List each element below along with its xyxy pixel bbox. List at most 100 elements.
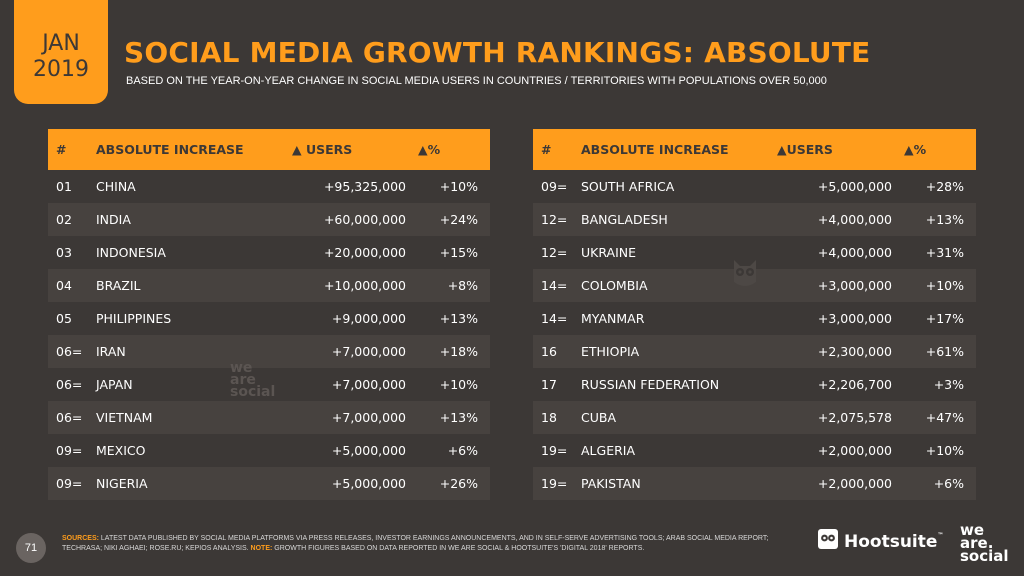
users-change-cell: +9,000,000 — [331, 311, 406, 326]
users-change-cell: +5,000,000 — [331, 443, 406, 458]
sources-text: LATEST DATA PUBLISHED BY SOCIAL MEDIA PL… — [62, 535, 769, 552]
date-month: JAN — [42, 31, 80, 56]
date-year: 2019 — [33, 57, 89, 82]
ranking-table-right: # ABSOLUTE INCREASE ▲USERS ▲% 09= SOUTH A… — [533, 129, 976, 500]
watermark-line: are — [230, 372, 256, 388]
table-row: 06= IRAN +7,000,000 +18% — [48, 335, 490, 368]
users-change-cell: +10,000,000 — [292, 269, 418, 302]
date-badge: JAN 2019 — [14, 0, 108, 104]
country-cell: CUBA — [581, 401, 777, 434]
table-header-row: # ABSOLUTE INCREASE ▲ USERS ▲% — [48, 129, 490, 170]
percent-change-cell: +10% — [439, 377, 478, 392]
percent-change-cell: +10% — [925, 443, 964, 458]
table-row: 05 PHILIPPINES +9,000,000 +13% — [48, 302, 490, 335]
country-cell: MEXICO — [96, 443, 146, 458]
rank-cell: 09= — [48, 467, 96, 500]
rank-cell: 04 — [48, 269, 96, 302]
rank-cell: 06= — [56, 377, 83, 392]
users-change-cell: +7,000,000 — [331, 377, 406, 392]
table-row: 17 RUSSIAN FEDERATION +2,206,700 +3% — [533, 368, 976, 401]
header-rank: # — [533, 129, 581, 170]
table-row: 19= ALGERIA +2,000,000 +10% — [533, 434, 976, 467]
note-text: GROWTH FIGURES BASED ON DATA REPORTED IN… — [274, 545, 645, 552]
rank-cell: 12= — [533, 203, 581, 236]
country-cell: NIGERIA — [96, 467, 292, 500]
percent-change-cell: +13% — [418, 401, 490, 434]
users-change-cell: +60,000,000 — [292, 203, 418, 236]
users-change-cell: +4,000,000 — [817, 245, 892, 260]
rank-cell: 03 — [56, 245, 72, 260]
country-cell: BRAZIL — [96, 269, 292, 302]
country-cell: ETHIOPIA — [581, 335, 777, 368]
table-row: 14= MYANMAR +3,000,000 +17% — [533, 302, 976, 335]
page-subtitle: BASED ON THE YEAR-ON-YEAR CHANGE IN SOCI… — [126, 75, 827, 87]
percent-change-cell: +10% — [439, 179, 478, 194]
country-cell: CHINA — [96, 179, 136, 194]
owl-icon — [817, 528, 839, 555]
users-change-cell: +2,075,578 — [777, 401, 904, 434]
percent-change-cell: +31% — [925, 245, 964, 260]
country-cell: INDONESIA — [96, 245, 166, 260]
header-rank: # — [48, 129, 96, 170]
logo-line: we — [960, 521, 985, 539]
country-cell: UKRAINE — [581, 245, 637, 260]
percent-change-cell: +18% — [418, 335, 490, 368]
hootsuite-wordmark: Hootsuite™ — [844, 531, 944, 552]
table-row: 04 BRAZIL +10,000,000 +8% — [48, 269, 490, 302]
rank-cell: 12= — [541, 245, 568, 260]
country-cell: PAKISTAN — [581, 467, 777, 500]
table-row: 09= SOUTH AFRICA +5,000,000 +28% — [533, 170, 976, 203]
table-row: 06= VIETNAM +7,000,000 +13% — [48, 401, 490, 434]
rank-cell: 09= — [56, 443, 83, 458]
header-country: ABSOLUTE INCREASE — [581, 129, 777, 170]
table-row: 09= NIGERIA +5,000,000 +26% — [48, 467, 490, 500]
percent-change-cell: +61% — [904, 335, 976, 368]
table-row: 06= JAPAN +7,000,000 +10% — [48, 368, 490, 401]
users-change-cell: +4,000,000 — [777, 203, 904, 236]
users-change-cell: +5,000,000 — [292, 467, 418, 500]
percent-change-cell: +13% — [904, 203, 976, 236]
table-row: 01 CHINA +95,325,000 +10% — [48, 170, 490, 203]
table-row: 12= UKRAINE +4,000,000 +31% — [533, 236, 976, 269]
country-cell: VIETNAM — [96, 401, 292, 434]
header-users: ▲USERS — [777, 129, 904, 170]
percent-change-cell: +26% — [418, 467, 490, 500]
rank-cell: 14= — [533, 269, 581, 302]
country-cell: BANGLADESH — [581, 203, 777, 236]
rank-cell: 19= — [541, 443, 568, 458]
logo-line: are. — [960, 534, 994, 552]
we-are-social-watermark: we are social — [230, 360, 276, 400]
owl-icon — [730, 258, 760, 295]
rank-cell: 16 — [533, 335, 581, 368]
country-cell: ALGERIA — [581, 443, 636, 458]
percent-change-cell: +6% — [904, 467, 976, 500]
note-label: NOTE: — [250, 545, 273, 552]
users-change-cell: +5,000,000 — [817, 179, 892, 194]
watermark-line: we — [230, 360, 253, 376]
country-cell: JAPAN — [96, 377, 133, 392]
country-cell: MYANMAR — [581, 311, 645, 326]
percent-change-cell: +47% — [904, 401, 976, 434]
table-row: 18 CUBA +2,075,578 +47% — [533, 401, 976, 434]
header-users: ▲ USERS — [292, 129, 418, 170]
we-are-social-logo: we are. social — [960, 521, 1009, 564]
rank-cell: 06= — [48, 401, 96, 434]
rank-cell: 18 — [533, 401, 581, 434]
percent-change-cell: +17% — [925, 311, 964, 326]
users-change-cell: +2,206,700 — [817, 377, 892, 392]
country-cell: IRAN — [96, 335, 292, 368]
watermark-line: social — [230, 384, 276, 400]
sources-label: SOURCES: — [62, 535, 99, 542]
header-percent: ▲% — [904, 129, 976, 170]
table-row: 03 INDONESIA +20,000,000 +15% — [48, 236, 490, 269]
header-percent: ▲% — [418, 129, 490, 170]
rank-cell: 02 — [48, 203, 96, 236]
country-cell: SOUTH AFRICA — [581, 179, 675, 194]
table-row: 12= BANGLADESH +4,000,000 +13% — [533, 203, 976, 236]
users-change-cell: +2,000,000 — [817, 443, 892, 458]
percent-change-cell: +10% — [904, 269, 976, 302]
hootsuite-logo: Hootsuite™ — [817, 528, 943, 555]
country-cell: RUSSIAN FEDERATION — [581, 377, 720, 392]
percent-change-cell: +6% — [447, 443, 478, 458]
users-change-cell: +7,000,000 — [292, 335, 418, 368]
